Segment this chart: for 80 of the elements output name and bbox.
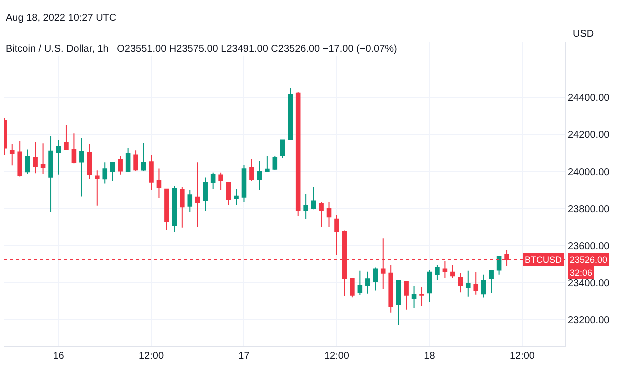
y-tick-label: 23600.00 [568, 241, 610, 252]
candlestick [435, 265, 440, 281]
y-axis-title: USD [573, 29, 594, 40]
candlestick [272, 156, 278, 171]
candlestick [126, 148, 131, 172]
candlestick [496, 256, 502, 276]
candlestick [280, 140, 286, 159]
candlestick [466, 270, 471, 298]
candlestick [404, 280, 409, 310]
candlestick [195, 162, 200, 228]
candlestick [334, 214, 340, 256]
candlestick [234, 189, 239, 206]
candlestick [458, 272, 464, 294]
candlestick [427, 270, 432, 303]
candlestick [396, 280, 402, 326]
y-tick-label: 23200.00 [568, 316, 610, 327]
candlestick [481, 274, 486, 298]
candlestick [388, 264, 394, 314]
x-tick-label: 12:00 [324, 351, 350, 362]
candlestick [95, 170, 100, 206]
candlestick [242, 164, 247, 204]
x-tick-label: 18 [424, 351, 436, 362]
candlestick [296, 92, 301, 217]
candlestick [110, 162, 116, 182]
x-tick-label: 12:00 [138, 351, 164, 362]
candlestick [203, 177, 208, 212]
candlestick [218, 172, 224, 191]
x-tick-label: 16 [53, 351, 65, 362]
candlestick [350, 278, 355, 298]
candlestick [141, 142, 146, 172]
candlestick [180, 186, 185, 228]
candlestick [64, 124, 69, 150]
candlestick [326, 201, 332, 228]
candlestick [412, 286, 417, 310]
candlestick [72, 133, 77, 164]
candlestick [489, 270, 494, 294]
candlestick [210, 172, 216, 190]
candlestick [156, 168, 162, 199]
candlestick [226, 182, 232, 206]
candlestick [87, 144, 92, 180]
candlestick [40, 143, 46, 175]
ref-line-label: BTCUSD [525, 255, 562, 265]
candlestick [366, 271, 370, 294]
candlestick [149, 154, 154, 191]
candlestick [172, 186, 178, 234]
y-tick-label: 24000.00 [568, 167, 610, 178]
candlestick [102, 162, 108, 184]
candlestick [474, 272, 479, 296]
y-tick-label: 23400.00 [568, 278, 610, 290]
candlestick [257, 160, 262, 191]
y-tick-label: 24400.00 [568, 93, 610, 104]
candlestick [25, 149, 30, 175]
candlestick [265, 156, 270, 172]
text: Aug 18, 2022 10:27 UTC [6, 13, 117, 24]
candlestick [311, 187, 316, 210]
candlestick [48, 135, 54, 214]
chart-title: Bitcoin / U.S. Dollar, 1h O23551.00 H23575.00 L23491.00 C23526.00 −17.00 (−0.07%) [6, 44, 398, 55]
candlestick [134, 150, 138, 172]
candlestick [358, 270, 363, 296]
candlestick [164, 188, 170, 231]
candlestick [288, 88, 294, 141]
candlestick [373, 267, 378, 292]
text: 23526.00 [570, 255, 608, 265]
candlestick [80, 138, 84, 198]
x-tick-label: 12:00 [510, 351, 536, 362]
candlestick [33, 142, 38, 174]
candlestick [304, 194, 308, 220]
candlestick [188, 190, 193, 214]
y-tick-label: 23800.00 [568, 204, 610, 216]
candlestick [450, 264, 456, 280]
y-tick-label: 24200.00 [568, 130, 610, 142]
candlestick [319, 201, 324, 228]
candlestick [420, 286, 424, 307]
candlestick [18, 140, 22, 178]
candlestick [250, 159, 254, 182]
candlestick [10, 144, 15, 166]
candlestick [118, 156, 123, 176]
candlestick [56, 140, 62, 176]
x-tick-label: 17 [238, 351, 250, 362]
text: 32:06 [570, 268, 593, 278]
